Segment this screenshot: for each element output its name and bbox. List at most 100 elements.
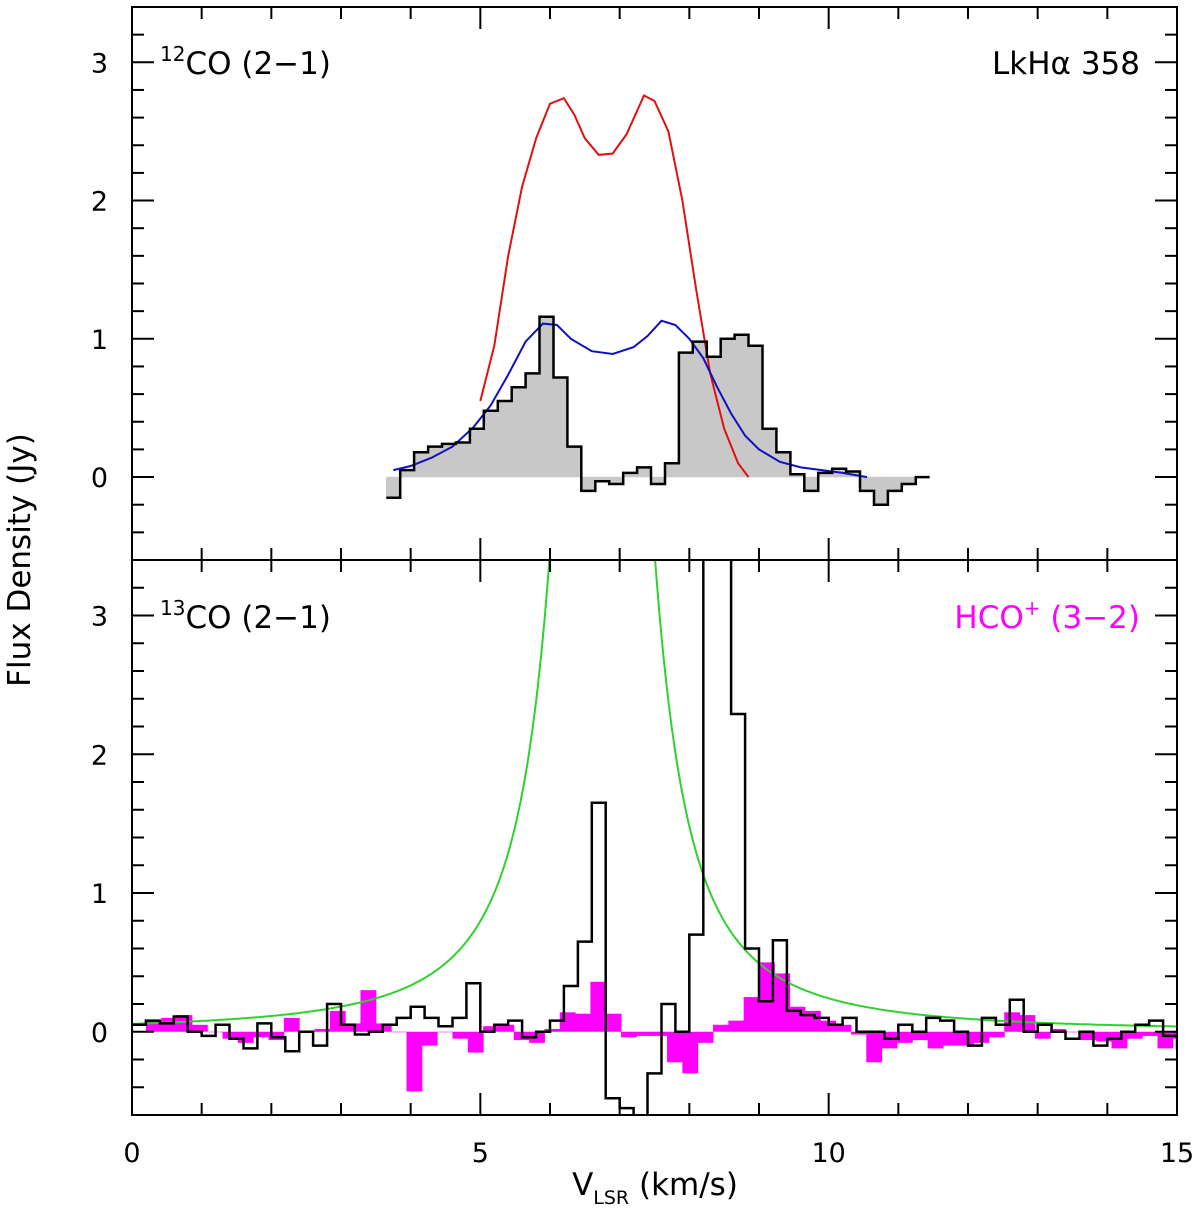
hco-bar — [621, 1031, 637, 1038]
hco-bar — [850, 1031, 867, 1035]
hco-bar — [988, 1031, 1005, 1038]
observed-fill-bar — [706, 356, 721, 478]
observed-fill-bar — [511, 386, 526, 478]
hco-bar — [713, 1024, 729, 1032]
y-tick-label: 3 — [91, 48, 108, 79]
hco-bar — [743, 997, 760, 1032]
observed-fill-bar — [483, 410, 499, 478]
hco-bar — [391, 1031, 407, 1033]
hco-bar — [1096, 1031, 1113, 1042]
hco-bar — [1188, 1032, 1200, 1043]
y-tick-label: 1 — [91, 325, 108, 356]
hco-bar — [667, 1031, 683, 1063]
hco-bar — [1111, 1031, 1128, 1049]
hco-bar — [421, 1031, 438, 1046]
hco-bar — [498, 1024, 515, 1032]
hco-bar — [927, 1031, 944, 1049]
hco-bar — [268, 1031, 285, 1041]
hco-bar — [866, 1031, 883, 1063]
observed-fill-bar — [873, 476, 889, 505]
hco-bar — [237, 1031, 254, 1043]
observed-fill-bar — [887, 476, 903, 492]
top-observed-fill — [386, 316, 916, 505]
green-model-line — [132, 561, 1177, 1028]
hco-bar — [467, 1031, 484, 1053]
hco-bar — [697, 1031, 714, 1043]
observed-fill-bar — [427, 446, 443, 478]
hco-bar — [544, 1028, 561, 1032]
observed-fill-bar — [525, 373, 540, 478]
bottom-axis-ticks — [131, 559, 1178, 1116]
observed-fill-bar — [734, 334, 749, 478]
top-panel: 0 1 2 3 12CO (2−1) LkHα 358 — [91, 6, 1178, 561]
hco-bar — [1157, 1031, 1174, 1049]
top-axis-ticks — [131, 6, 1178, 561]
top-right-label: LkHα 358 — [992, 46, 1140, 82]
y-tick-label: 2 — [91, 740, 108, 771]
hco-bar — [559, 1012, 576, 1032]
bottom-y-tick-labels: 0 1 2 3 — [91, 602, 108, 1049]
observed-fill-bar — [469, 428, 485, 478]
hco-bar — [145, 1020, 162, 1032]
observed-fill-bar — [804, 476, 819, 492]
y-axis-title: Flux Density (Jy) — [2, 433, 38, 687]
hco-bar — [958, 1031, 975, 1046]
observed-step-line — [132, 561, 1177, 1115]
hco-bar — [283, 1017, 300, 1032]
x-tick-label: 10 — [811, 1138, 845, 1169]
x-tick-label: 15 — [1160, 1138, 1194, 1169]
hco-bar — [651, 1031, 668, 1036]
observed-fill-bar — [859, 476, 875, 492]
observed-fill-bar — [455, 442, 471, 478]
observed-step-line — [386, 315, 930, 506]
hco-bar — [360, 990, 377, 1032]
y-tick-label: 1 — [91, 879, 108, 910]
observed-fill-bar — [581, 476, 596, 492]
top-left-label: 12CO (2−1) — [160, 42, 331, 82]
hco-bar — [636, 1031, 653, 1036]
hco-bar — [1034, 1031, 1051, 1039]
hco-bar — [345, 1023, 362, 1032]
blue-model-line — [393, 319, 868, 479]
hco-bar — [942, 1031, 959, 1046]
hco-bar — [912, 1031, 929, 1041]
observed-fill-bar — [748, 345, 763, 478]
hco-bar — [605, 1013, 622, 1032]
hco-bar — [1080, 1031, 1097, 1041]
hco-bar — [483, 1026, 499, 1032]
x-axis-title: VLSR (km/s) — [572, 1167, 738, 1209]
x-tick-label: 0 — [123, 1138, 140, 1169]
observed-fill-bar — [567, 446, 582, 478]
hco-bar — [896, 1031, 913, 1043]
bottom-right-label: HCO+ (3−2) — [954, 596, 1140, 636]
y-tick-label: 0 — [91, 1018, 108, 1049]
observed-fill-bar — [386, 476, 401, 499]
observed-fill-bar — [539, 316, 554, 478]
hco-bar — [728, 1020, 745, 1032]
hco-bar — [452, 1031, 469, 1039]
observed-fill-bar — [497, 400, 512, 478]
hco-bar — [575, 1013, 591, 1032]
hco-bar — [406, 1031, 423, 1092]
hco-bars — [145, 962, 1200, 1092]
hco-bar — [682, 1031, 699, 1074]
top-y-tick-labels: 0 1 2 3 — [91, 48, 108, 494]
y-tick-label: 0 — [91, 463, 108, 494]
hco-bar — [314, 1028, 331, 1032]
y-tick-label: 3 — [91, 602, 108, 633]
hco-bar — [820, 1020, 837, 1032]
bottom-series-group — [132, 561, 1177, 1115]
observed-fill-bar — [678, 352, 694, 478]
y-tick-label: 2 — [91, 187, 108, 218]
bottom-left-label: 13CO (2−1) — [160, 596, 331, 636]
hco-bar — [1050, 1028, 1067, 1032]
observed-fill-bar — [664, 462, 680, 478]
hco-bar — [329, 1010, 346, 1032]
hco-bar — [253, 1031, 270, 1038]
bottom-panel: 0 1 2 3 0 5 10 15 13CO (2−1) HCO+ (3−2) — [91, 559, 1200, 1169]
hco-bar — [191, 1024, 208, 1032]
top-series-group — [386, 94, 930, 506]
hco-bar — [1126, 1031, 1143, 1039]
hco-bar — [437, 1031, 453, 1033]
